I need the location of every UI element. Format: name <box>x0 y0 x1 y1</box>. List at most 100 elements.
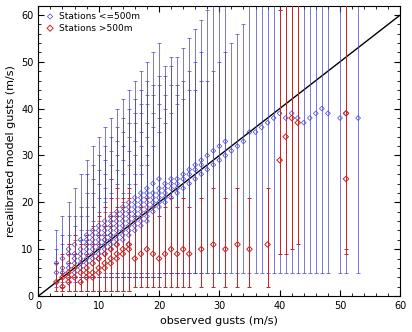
Stations <=500m <box>77 261 84 266</box>
Stations <=500m <box>162 186 169 191</box>
Stations <=500m <box>113 214 120 219</box>
Stations <=500m <box>282 115 289 121</box>
Stations <=500m <box>131 218 138 224</box>
Stations <=500m <box>126 232 132 238</box>
Stations <=500m <box>101 228 108 233</box>
Stations <=500m <box>162 195 169 200</box>
Stations <=500m <box>59 270 66 275</box>
Stations <=500m <box>101 237 108 242</box>
Stations <=500m <box>210 148 217 153</box>
Stations <=500m <box>186 167 192 172</box>
Stations >500m <box>138 251 144 257</box>
Stations >500m <box>65 270 72 275</box>
Stations <=500m <box>126 242 132 247</box>
Stations <=500m <box>119 232 126 238</box>
Stations <=500m <box>144 200 150 205</box>
Stations <=500m <box>258 125 265 130</box>
Stations >500m <box>156 256 162 261</box>
Stations <=500m <box>89 232 96 238</box>
Stations >500m <box>174 251 180 257</box>
Stations >500m <box>96 256 102 261</box>
Stations <=500m <box>144 214 150 219</box>
Stations <=500m <box>168 195 174 200</box>
Stations <=500m <box>119 218 126 224</box>
Stations <=500m <box>216 157 222 163</box>
Stations <=500m <box>144 190 150 196</box>
Stations <=500m <box>168 186 174 191</box>
Stations <=500m <box>59 256 66 261</box>
Stations <=500m <box>83 247 90 252</box>
Stations <=500m <box>222 139 229 144</box>
Stations >500m <box>168 247 174 252</box>
Stations >500m <box>282 134 289 139</box>
Stations <=500m <box>131 223 138 228</box>
Stations <=500m <box>96 228 102 233</box>
Stations >500m <box>83 275 90 280</box>
Stations <=500m <box>108 223 114 228</box>
Stations <=500m <box>288 111 295 116</box>
Stations <=500m <box>96 256 102 261</box>
Stations >500m <box>131 256 138 261</box>
Stations >500m <box>53 279 60 285</box>
Stations >500m <box>343 111 349 116</box>
Stations <=500m <box>168 176 174 182</box>
Stations <=500m <box>65 251 72 257</box>
Stations >500m <box>59 275 66 280</box>
Stations <=500m <box>83 242 90 247</box>
Stations <=500m <box>65 247 72 252</box>
Stations <=500m <box>222 153 229 158</box>
Stations <=500m <box>113 232 120 238</box>
Stations <=500m <box>71 270 78 275</box>
Stations <=500m <box>210 162 217 168</box>
Stations <=500m <box>180 186 187 191</box>
Stations <=500m <box>119 223 126 228</box>
Stations >500m <box>71 265 78 271</box>
Stations <=500m <box>246 129 253 135</box>
Stations <=500m <box>198 157 204 163</box>
Stations <=500m <box>89 256 96 261</box>
Stations <=500m <box>265 120 271 125</box>
Stations <=500m <box>174 190 180 196</box>
Stations <=500m <box>144 218 150 224</box>
Stations <=500m <box>119 214 126 219</box>
Stations <=500m <box>113 218 120 224</box>
Stations <=500m <box>126 205 132 210</box>
Stations >500m <box>276 157 283 163</box>
Stations >500m <box>65 279 72 285</box>
Stations >500m <box>186 251 192 257</box>
Stations <=500m <box>89 237 96 242</box>
Stations <=500m <box>138 190 144 196</box>
Stations >500m <box>59 284 66 289</box>
Stations <=500m <box>174 176 180 182</box>
Stations <=500m <box>131 205 138 210</box>
Stations <=500m <box>180 172 187 177</box>
Stations <=500m <box>150 190 156 196</box>
Stations <=500m <box>138 200 144 205</box>
Stations <=500m <box>168 181 174 186</box>
Stations <=500m <box>307 115 313 121</box>
Stations <=500m <box>108 232 114 238</box>
Stations <=500m <box>192 176 199 182</box>
Stations <=500m <box>89 242 96 247</box>
Stations <=500m <box>96 247 102 252</box>
Stations <=500m <box>174 186 180 191</box>
Stations <=500m <box>71 261 78 266</box>
Stations <=500m <box>138 205 144 210</box>
Stations <=500m <box>119 209 126 214</box>
Stations <=500m <box>204 153 211 158</box>
Stations <=500m <box>96 232 102 238</box>
Stations >500m <box>162 251 169 257</box>
Stations <=500m <box>174 181 180 186</box>
Stations <=500m <box>138 209 144 214</box>
Stations >500m <box>246 247 253 252</box>
Stations <=500m <box>53 261 60 266</box>
Stations <=500m <box>228 148 235 153</box>
Stations <=500m <box>71 251 78 257</box>
Stations <=500m <box>300 120 307 125</box>
Stations <=500m <box>204 167 211 172</box>
Stations >500m <box>265 242 271 247</box>
Stations <=500m <box>186 172 192 177</box>
Stations <=500m <box>318 106 325 111</box>
Stations <=500m <box>295 115 301 121</box>
Stations <=500m <box>101 242 108 247</box>
